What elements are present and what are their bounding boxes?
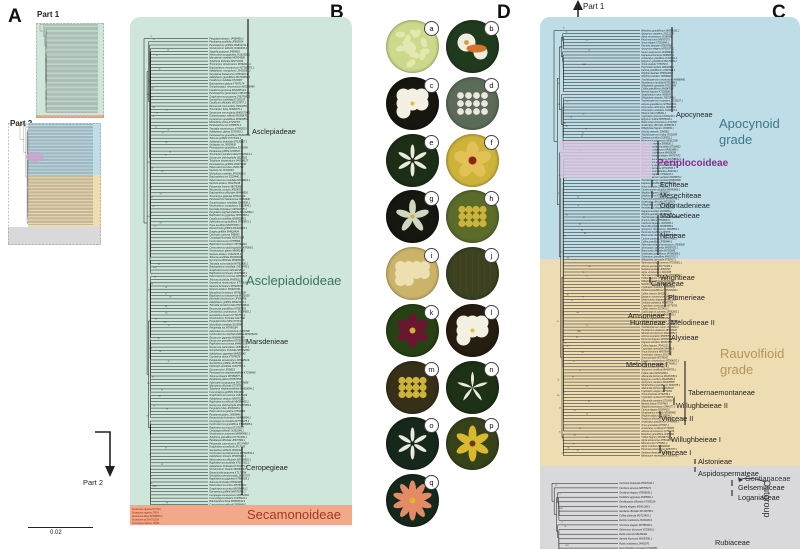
svg-text:Secamone sp SHX712166: Secamone sp SHX712166 <box>132 520 160 522</box>
svg-text:Secamone edgeica SY4713: Secamone edgeica SY4713 <box>132 509 161 511</box>
svg-text:Toxocarpus villosus JX625: Toxocarpus villosus JX625 <box>132 522 160 525</box>
svg-text:Secamone alboa KF538845.2: Secamone alboa KF538845.2 <box>132 516 163 518</box>
svg-text:Secamone edgeica JX524: Secamone edgeica JX524 <box>132 513 160 515</box>
